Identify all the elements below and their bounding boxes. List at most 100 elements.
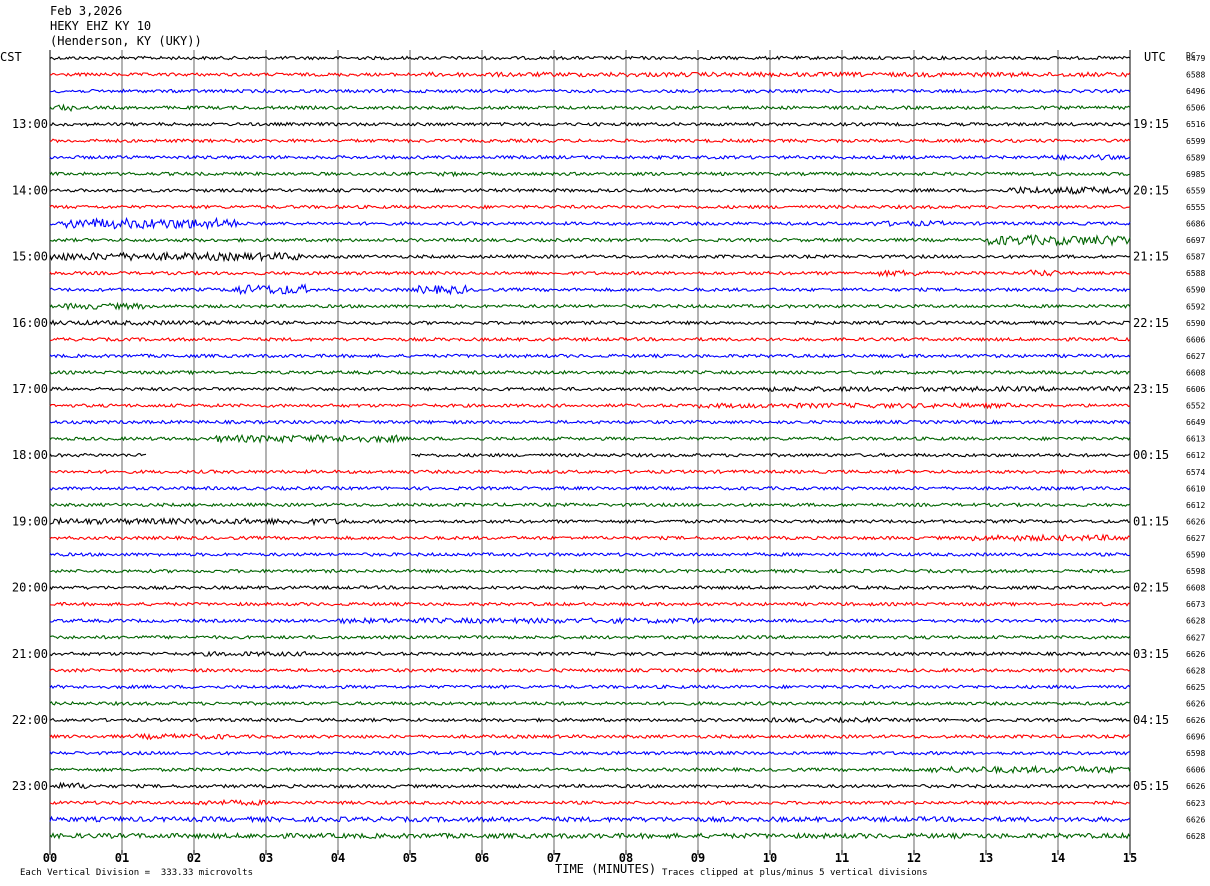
- trace-line: [49, 250, 1131, 263]
- trace-line: [49, 233, 1131, 247]
- clip-note: Traces clipped at plus/minus 5 vertical …: [662, 868, 928, 878]
- trace-line: [49, 584, 1131, 591]
- header-date: Feb 3,2026: [50, 4, 123, 18]
- trace-line: [49, 385, 1131, 393]
- dc-offset-label: 6552: [1186, 402, 1205, 411]
- right-timezone-label: UTC: [1144, 50, 1166, 64]
- right-hour-label: 21:15: [1133, 250, 1169, 264]
- trace-line: [49, 781, 1131, 790]
- trace-line: [49, 121, 1131, 127]
- trace-line: [49, 452, 1131, 458]
- dc-offset-label: 6516: [1186, 120, 1205, 129]
- dc-offset-label: 6588: [1186, 71, 1205, 80]
- trace-line: [49, 716, 1131, 724]
- dc-offset-label: 6606: [1186, 335, 1205, 344]
- trace-line: [49, 568, 1131, 574]
- dc-offset-label: 6506: [1186, 104, 1205, 113]
- header: Feb 3,2026 HEKY EHZ KY 10 (Henderson, KY…: [50, 4, 202, 49]
- right-hour-label: 03:15: [1133, 647, 1169, 661]
- right-hour-label: 00:15: [1133, 448, 1169, 462]
- dc-offset-label: 6612: [1186, 501, 1205, 510]
- trace-line: [49, 667, 1131, 674]
- dc-offset-label: 6590: [1186, 551, 1205, 560]
- trace-line: [49, 103, 1131, 112]
- trace-line: [49, 55, 1131, 61]
- dc-offset-label: 6608: [1186, 584, 1205, 593]
- trace-line: [49, 650, 1131, 657]
- left-hour-label: 16:00: [12, 316, 48, 330]
- x-tick-label: 02: [187, 851, 201, 865]
- right-hour-label: 04:15: [1133, 713, 1169, 727]
- dc-offset-label: 6627: [1186, 633, 1205, 642]
- dc-offset-label: 6627: [1186, 352, 1205, 361]
- dc-offset-label: 6588: [1186, 269, 1205, 278]
- dc-offset-label: 6589: [1186, 153, 1205, 162]
- trace-line: [49, 301, 1131, 311]
- dc-offset-label: 6626: [1186, 815, 1205, 824]
- trace-line: [49, 369, 1131, 376]
- trace-line: [49, 283, 1131, 296]
- trace-line: [49, 516, 1131, 527]
- left-hour-label: 21:00: [12, 647, 48, 661]
- x-tick-label: 09: [691, 851, 705, 865]
- dc-offset-label: 6608: [1186, 368, 1205, 377]
- dc-offset-label: 6590: [1186, 319, 1205, 328]
- left-hour-label: 19:00: [12, 514, 48, 528]
- trace-line: [49, 684, 1131, 690]
- dc-offset-label: 6606: [1186, 766, 1205, 775]
- dc-offset-label: 6628: [1186, 832, 1205, 841]
- trace-line: [49, 533, 1131, 543]
- dc-offset-label: 6628: [1186, 666, 1205, 675]
- trace-line: [49, 750, 1131, 756]
- dc-offset-label: 6555: [1186, 203, 1205, 212]
- scale-note: Each Vertical Division = 333.33 microvol…: [20, 868, 253, 878]
- x-tick-label: 12: [907, 851, 921, 865]
- right-hour-label: 02:15: [1133, 581, 1169, 595]
- trace-line: [49, 732, 1131, 741]
- x-axis-title: TIME (MINUTES): [555, 862, 657, 876]
- dc-offset-label: 6985: [1186, 170, 1205, 179]
- dc-offset-label: 6697: [1186, 236, 1205, 245]
- dc-offset-label: 6626: [1186, 782, 1205, 791]
- trace-line: [49, 616, 1130, 625]
- dc-offset-label: 6673: [1186, 600, 1205, 609]
- left-hour-label: 13:00: [12, 117, 48, 131]
- trace-line: [49, 502, 1131, 508]
- dc-offset-label: 6625: [1186, 683, 1205, 692]
- trace-line: [49, 831, 1131, 840]
- vertical-grid: [49, 50, 1131, 850]
- dc-offset-label: 6574: [1186, 468, 1205, 477]
- left-hour-labels: 13:00 14:00 15:00 16:00 17:00 18:00 19:00 20:00…: [12, 117, 48, 793]
- trace-line: [49, 336, 1131, 343]
- left-hour-label: 23:00: [12, 779, 48, 793]
- x-tick-label: 14: [1051, 851, 1065, 865]
- trace-line: [49, 153, 1131, 162]
- x-tick-label: 03: [259, 851, 273, 865]
- right-hour-label: 22:15: [1133, 316, 1169, 330]
- dc-offset-label: 6610: [1186, 484, 1205, 493]
- left-hour-label: 20:00: [12, 581, 48, 595]
- dc-offset-label: 6479: [1186, 54, 1205, 63]
- dc-offset-label: 6628: [1186, 617, 1205, 626]
- x-tick-label: 13: [979, 851, 993, 865]
- left-hour-label: 17:00: [12, 382, 48, 396]
- trace-line: [49, 70, 1131, 79]
- trace-line: [49, 601, 1131, 607]
- dc-offset-label: 6696: [1186, 733, 1205, 742]
- x-tick-label: 00: [43, 851, 57, 865]
- x-tick-label: 08: [619, 851, 633, 865]
- dc-offset-label: 6613: [1186, 435, 1205, 444]
- dc-offset-label: 6598: [1186, 749, 1205, 758]
- trace-line: [49, 138, 1131, 144]
- trace-line: [49, 401, 1131, 410]
- trace-line: [49, 798, 1131, 807]
- x-tick-label: 11: [835, 851, 849, 865]
- dc-offset-label: 6606: [1186, 385, 1205, 394]
- trace-line: [49, 170, 1131, 178]
- header-station: HEKY EHZ KY 10: [50, 19, 152, 33]
- trace-line: [49, 764, 1131, 775]
- trace-line: [49, 319, 1131, 327]
- left-hour-label: 14:00: [12, 183, 48, 197]
- right-hour-label: 05:15: [1133, 779, 1169, 793]
